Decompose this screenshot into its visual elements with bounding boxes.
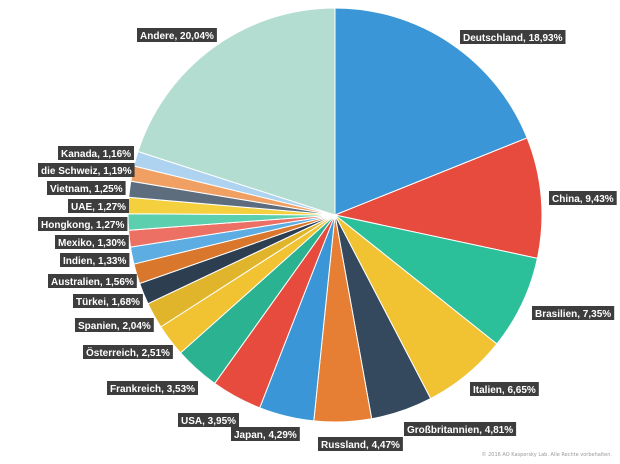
data-label-text: USA, 3,95%	[181, 416, 236, 427]
data-label-text: Andere, 20,04%	[140, 31, 214, 42]
pie-slices	[127, 7, 543, 423]
data-label-box	[549, 191, 617, 205]
data-label-text: Großbritannien, 4,81%	[407, 425, 513, 436]
data-label: UAE, 1,27%	[68, 199, 129, 213]
data-label: Mexiko, 1,30%	[55, 235, 129, 249]
data-label: Spanien, 2,04%	[75, 318, 154, 332]
data-label-box	[68, 199, 129, 213]
data-label: Italien, 6,65%	[470, 382, 539, 396]
data-label: die Schweiz, 1,19%	[38, 163, 135, 177]
data-label-box	[231, 427, 300, 441]
data-label: Russland, 4,47%	[318, 437, 403, 451]
data-label: Brasilien, 7,35%	[532, 306, 615, 320]
data-label-box	[38, 163, 135, 177]
data-label-box	[38, 217, 128, 231]
data-label-text: Deutschland, 18,93%	[463, 33, 563, 44]
data-label-box	[55, 235, 129, 249]
data-label: Vietnam, 1,25%	[47, 181, 126, 195]
data-label-text: Japan, 4,29%	[234, 430, 297, 441]
data-label: Japan, 4,29%	[231, 427, 300, 441]
data-label-text: Vietnam, 1,25%	[50, 184, 123, 195]
data-label-box	[178, 413, 239, 427]
data-label-box	[75, 318, 154, 332]
data-label-box	[60, 253, 130, 267]
pie-labels: Deutschland, 18,93% China, 9,43% Brasilien…	[38, 28, 617, 451]
data-label: China, 9,43%	[549, 191, 617, 205]
data-label-text: China, 9,43%	[552, 194, 614, 205]
data-label-text: Indien, 1,33%	[63, 256, 126, 267]
data-label: Kanada, 1,16%	[58, 146, 134, 160]
data-label-box	[137, 28, 217, 42]
data-label-text: Kanada, 1,16%	[61, 149, 131, 160]
data-label-text: Türkei, 1,68%	[76, 297, 140, 308]
data-label-box	[404, 422, 517, 436]
data-label-text: Spanien, 2,04%	[78, 321, 151, 332]
data-label-text: Mexiko, 1,30%	[58, 238, 126, 249]
pie-slice-deutschland	[334, 7, 528, 216]
data-label-box	[58, 146, 134, 160]
data-label-box	[470, 382, 539, 396]
data-label-text: die Schweiz, 1,19%	[41, 166, 132, 177]
data-label: Großbritannien, 4,81%	[404, 422, 517, 436]
data-label-box	[73, 294, 143, 308]
data-label: Deutschland, 18,93%	[460, 30, 566, 44]
copyright-note: © 2016 AO Kaspersky Lab. Alle Rechte vor…	[481, 452, 612, 458]
data-label-text: UAE, 1,27%	[71, 202, 126, 213]
data-label: Frankreich, 3,53%	[107, 381, 198, 395]
pie-slice-china	[333, 137, 543, 259]
pie-slice-andere	[137, 7, 336, 216]
data-label-box	[48, 274, 137, 288]
data-label-text: Australien, 1,56%	[51, 277, 134, 288]
data-label-text: Hongkong, 1,27%	[41, 220, 124, 231]
data-label-text: Österreich, 2,51%	[86, 346, 170, 359]
data-label-box	[107, 381, 198, 395]
data-label: Österreich, 2,51%	[83, 345, 173, 359]
data-label-text: Italien, 6,65%	[473, 385, 536, 396]
data-label: Andere, 20,04%	[137, 28, 217, 42]
data-label-box	[83, 345, 173, 359]
data-label: USA, 3,95%	[178, 413, 239, 427]
data-label: Indien, 1,33%	[60, 253, 130, 267]
data-label-text: Brasilien, 7,35%	[535, 309, 611, 320]
data-label-text: Frankreich, 3,53%	[110, 384, 195, 395]
data-label: Türkei, 1,68%	[73, 294, 143, 308]
data-label-box	[318, 437, 403, 451]
data-label: Hongkong, 1,27%	[38, 217, 128, 231]
data-label-text: Russland, 4,47%	[321, 440, 400, 451]
data-label: Australien, 1,56%	[48, 274, 137, 288]
data-label-box	[47, 181, 126, 195]
data-label-box	[460, 30, 566, 44]
data-label-box	[532, 306, 615, 320]
